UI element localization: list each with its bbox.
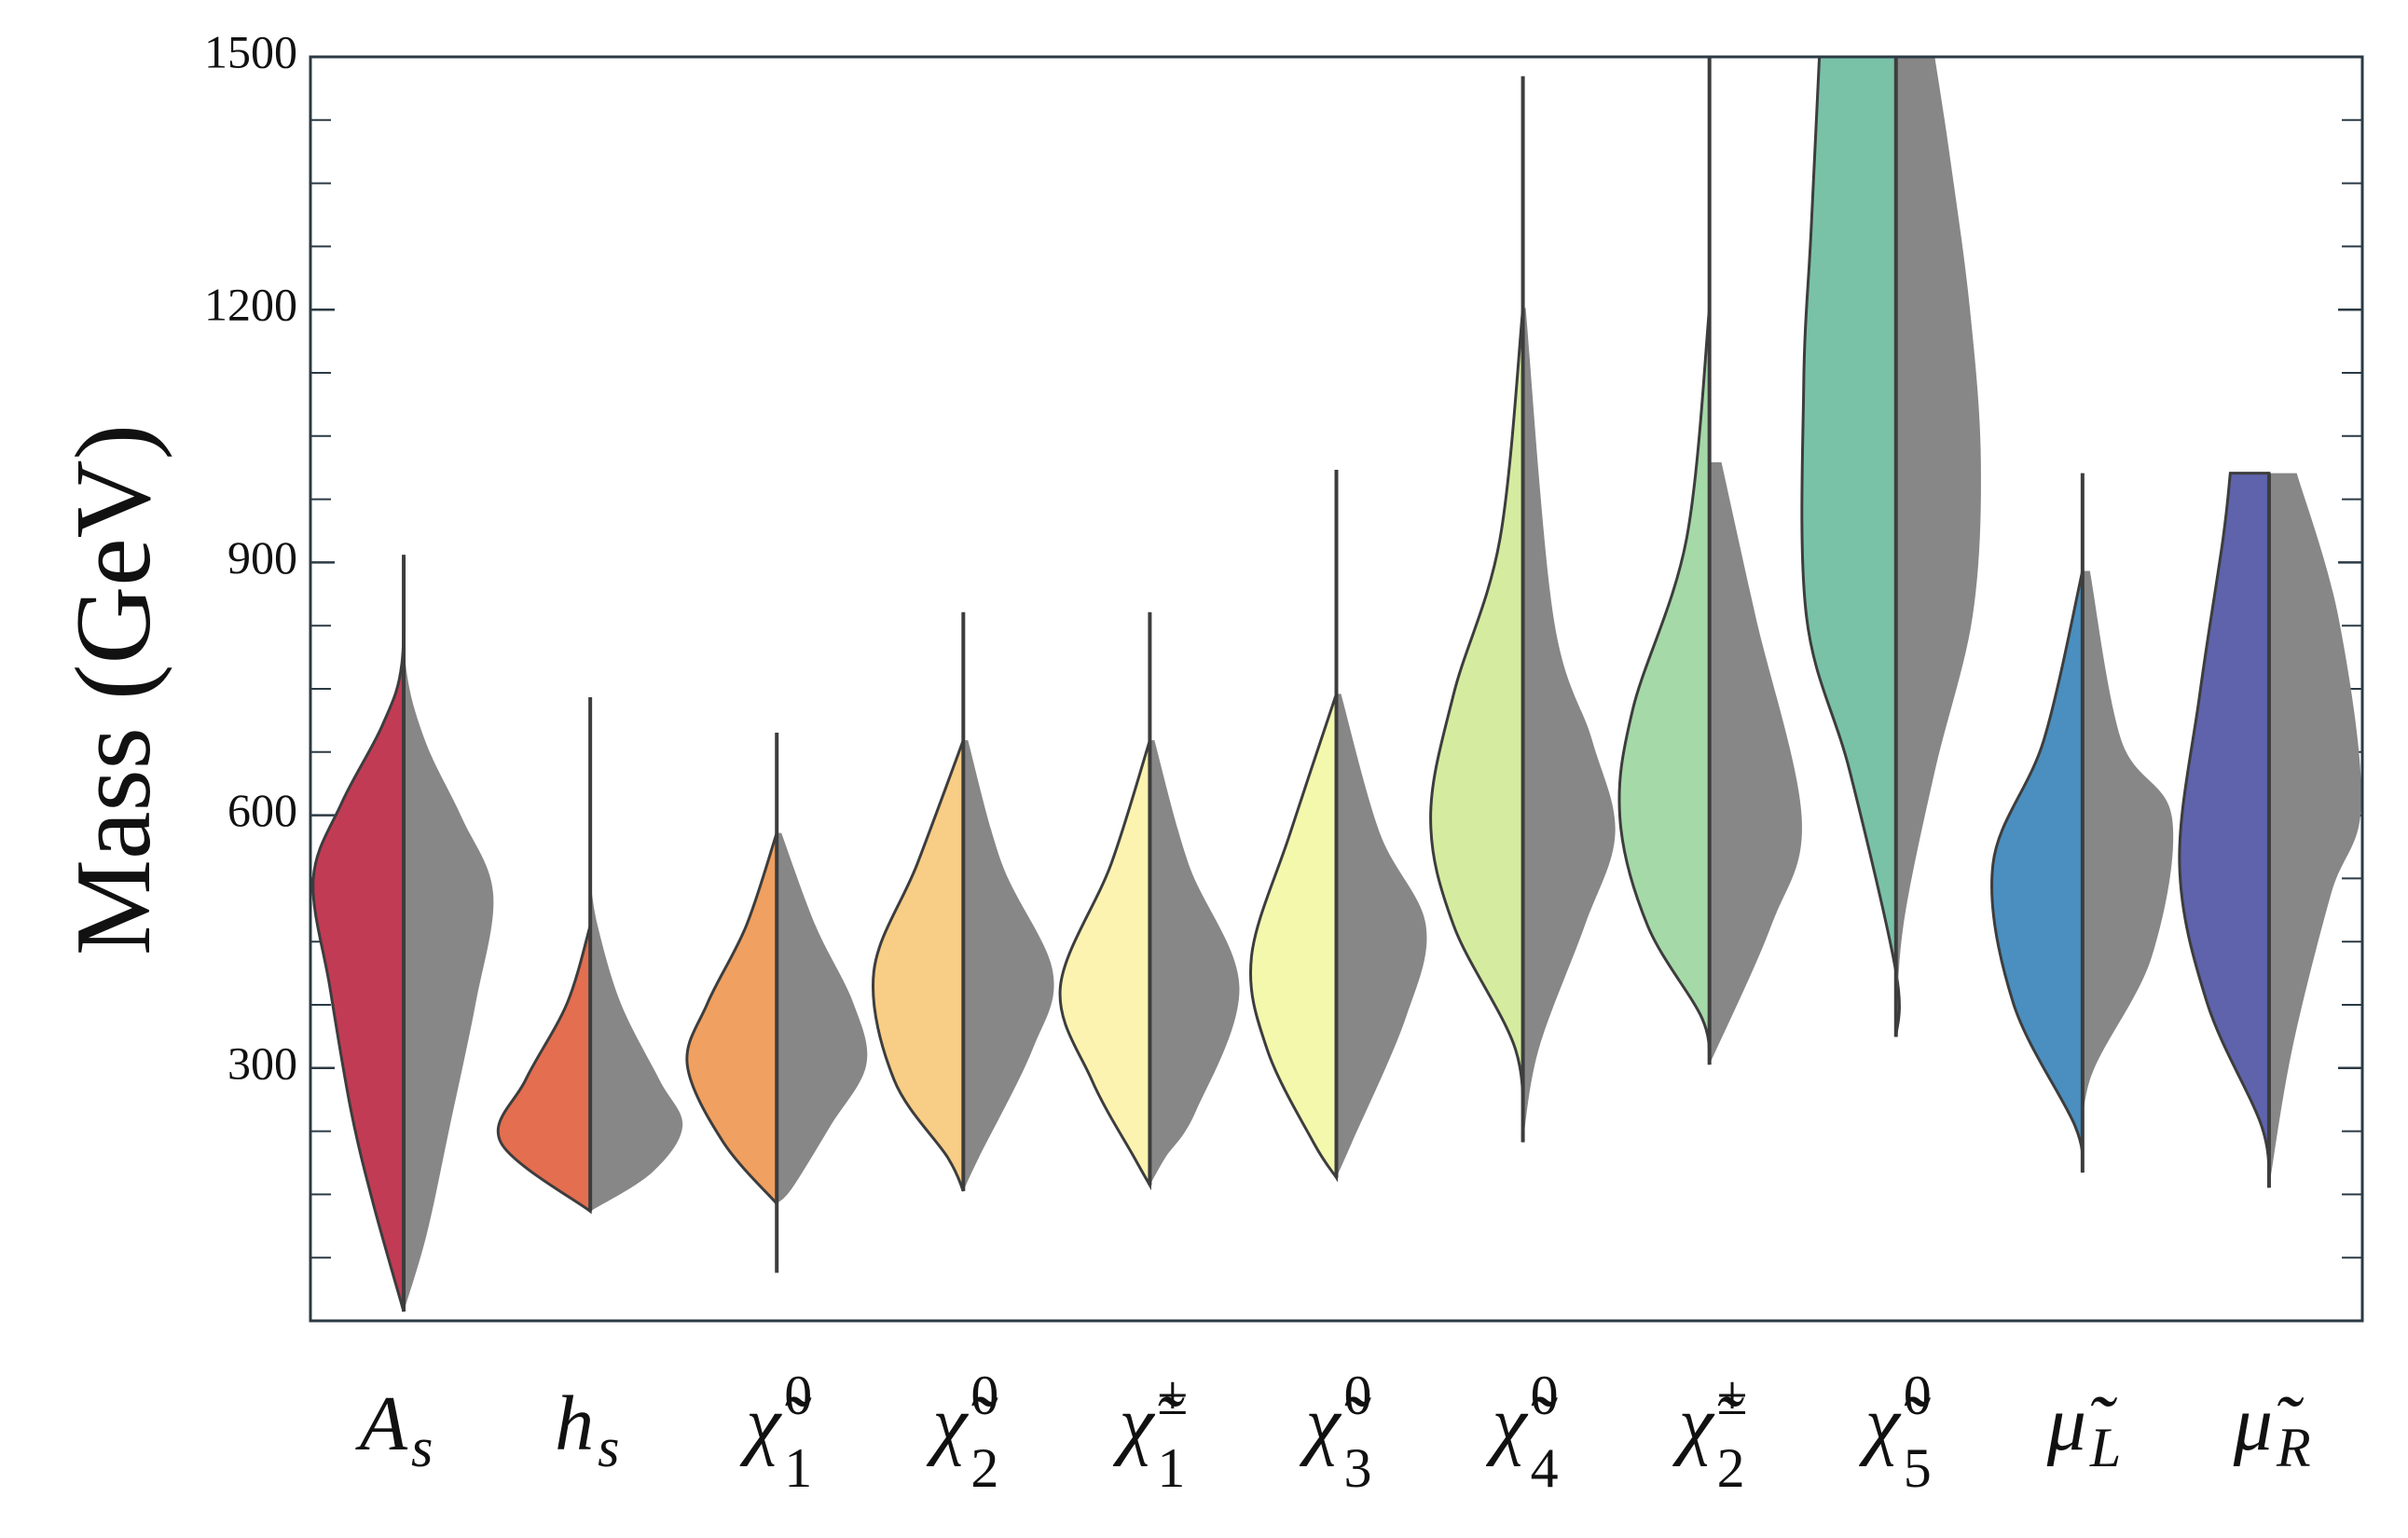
- y-tick-label: 300: [227, 1037, 297, 1089]
- violin-half: [1058, 739, 1151, 1191]
- x-tick-label-sub: 5: [1904, 1437, 1932, 1499]
- violin-half: [1522, 308, 1616, 1143]
- violin-half: [1709, 461, 1802, 1065]
- violin-half: [311, 555, 406, 1312]
- x-tick-label-sup: ±: [1717, 1365, 1748, 1426]
- violin-half: [963, 740, 1054, 1191]
- violin-half: [1248, 693, 1338, 1183]
- x-tick-label-sub: 2: [1717, 1437, 1745, 1499]
- y-tick-label: 600: [227, 784, 297, 836]
- x-tick-label-sup: 0: [784, 1365, 812, 1426]
- x-tick-label-sub: 3: [1344, 1437, 1372, 1499]
- x-tick-label-sup: 0: [1344, 1365, 1372, 1426]
- x-tick-label-sub: s: [411, 1417, 433, 1478]
- violin-half: [872, 739, 965, 1192]
- x-tick-label-sub: R: [2276, 1417, 2311, 1478]
- x-tick-label-sup: 0: [970, 1365, 998, 1426]
- violin-half: [1429, 308, 1525, 1143]
- x-tick-label-sub: s: [598, 1417, 619, 1478]
- x-tick-label-sup: ±: [1157, 1365, 1188, 1426]
- y-tick-label: 1500: [204, 25, 297, 77]
- y-tick-label: 900: [227, 531, 297, 584]
- violin-half: [685, 832, 778, 1208]
- y-axis-label: Mass (GeV): [54, 424, 173, 955]
- x-tick-label: h: [555, 1380, 594, 1467]
- violin-half: [1149, 740, 1240, 1186]
- violin-half: [1336, 693, 1427, 1178]
- x-tick-label-sup: 0: [1904, 1365, 1932, 1426]
- x-tick-label: A: [355, 1380, 408, 1467]
- violin-half: [777, 832, 868, 1204]
- violin-half: [496, 925, 592, 1215]
- x-tick-label-sub: 1: [784, 1437, 812, 1499]
- x-tick-label-sup: 0: [1531, 1365, 1559, 1426]
- violin-half: [403, 555, 494, 1312]
- violin-half: [1895, 57, 1981, 1037]
- x-tick-label-sub: 2: [970, 1437, 998, 1499]
- plot-frame: [309, 55, 2364, 1323]
- violin-half: [2268, 473, 2362, 1188]
- x-tick-label-sub: 1: [1157, 1437, 1185, 1499]
- violin-half: [1990, 570, 2085, 1174]
- violin-half: [2178, 472, 2271, 1188]
- x-tick-label-sub: 4: [1531, 1437, 1559, 1499]
- x-tick-label-sub: L: [2089, 1417, 2121, 1478]
- violin-half: [590, 879, 683, 1212]
- violin-half: [1617, 308, 1712, 1065]
- violin-half: [1800, 55, 1901, 1037]
- violin-half: [2082, 570, 2174, 1173]
- y-tick-label: 1200: [204, 279, 297, 331]
